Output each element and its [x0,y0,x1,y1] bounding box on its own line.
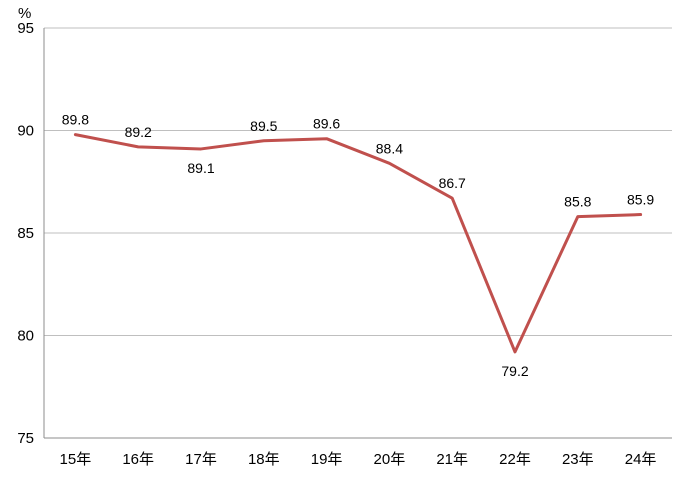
gridlines [44,27,672,336]
x-tick-label: 18年 [248,451,280,468]
y-tick-label: 90 [17,123,34,140]
x-tick-label: 23年 [562,451,594,468]
y-tick-label: 85 [17,225,34,242]
data-label: 88.4 [376,140,403,156]
data-labels: 89.8 89.2 89.1 89.5 89.6 88.4 86.7 79.2 85.8 85.9 [62,112,655,379]
x-tick-label: 24年 [625,451,657,468]
series-lines [73,133,643,354]
x-tick-label: 21年 [436,451,468,468]
data-label: 79.2 [501,363,528,379]
y-tick-labels: 75 80 85 90 95 [17,20,34,447]
y-tick-label: 80 [17,328,34,345]
data-label: 85.8 [564,194,591,210]
x-tick-label: 19年 [311,451,343,468]
x-tick-label: 22年 [499,451,531,468]
axes [43,28,672,439]
data-label: 89.2 [125,124,152,140]
data-label: 85.9 [627,192,654,208]
data-label: 89.1 [187,160,214,176]
x-tick-label: 20年 [374,451,406,468]
data-label: 89.8 [62,112,89,128]
y-tick-label: 75 [17,430,34,447]
data-label: 89.6 [313,116,340,132]
series-line [73,133,643,354]
y-axis-unit-label: % [18,5,31,22]
x-tick-label: 16年 [122,451,154,468]
x-tick-label: 15年 [60,451,92,468]
data-label: 86.7 [439,175,466,191]
y-tick-label: 95 [17,20,34,37]
x-tick-labels: 15年 16年 17年 18年 19年 20年 21年 22年 23年 24年 [60,451,657,468]
data-label: 89.5 [250,118,277,134]
x-tick-label: 17年 [185,451,217,468]
